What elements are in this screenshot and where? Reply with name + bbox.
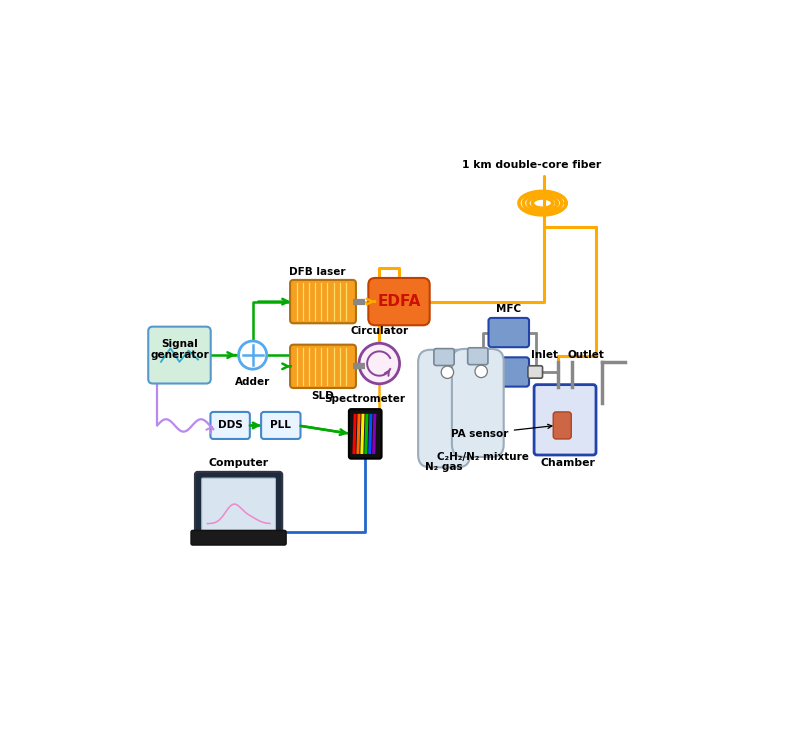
FancyBboxPatch shape	[210, 412, 250, 439]
FancyBboxPatch shape	[452, 349, 504, 457]
FancyBboxPatch shape	[368, 278, 430, 325]
Text: 1 km double-core fiber: 1 km double-core fiber	[462, 160, 601, 170]
FancyBboxPatch shape	[418, 349, 470, 467]
Circle shape	[239, 341, 267, 369]
FancyBboxPatch shape	[534, 385, 596, 455]
Text: Spectrometer: Spectrometer	[325, 394, 405, 404]
Text: N₂ gas: N₂ gas	[426, 463, 463, 472]
FancyBboxPatch shape	[349, 409, 381, 458]
Circle shape	[475, 366, 488, 378]
Text: Outlet: Outlet	[567, 350, 604, 360]
Text: C₂H₂/N₂ mixture: C₂H₂/N₂ mixture	[438, 452, 530, 462]
Text: Computer: Computer	[209, 458, 268, 469]
Circle shape	[359, 344, 400, 384]
FancyBboxPatch shape	[202, 478, 276, 531]
Text: Inlet: Inlet	[530, 350, 558, 360]
Text: PA sensor: PA sensor	[451, 424, 552, 439]
Text: EDFA: EDFA	[377, 294, 421, 309]
FancyBboxPatch shape	[528, 366, 542, 378]
Text: SLD: SLD	[312, 391, 334, 401]
FancyBboxPatch shape	[261, 412, 301, 439]
FancyBboxPatch shape	[488, 357, 529, 387]
FancyBboxPatch shape	[290, 280, 356, 323]
Text: Chamber: Chamber	[541, 458, 596, 469]
FancyBboxPatch shape	[191, 531, 286, 545]
Text: DFB laser: DFB laser	[289, 267, 346, 277]
FancyBboxPatch shape	[148, 327, 210, 384]
FancyBboxPatch shape	[195, 472, 282, 537]
Text: Adder: Adder	[235, 376, 270, 387]
Text: PLL: PLL	[270, 420, 291, 431]
Circle shape	[441, 366, 454, 379]
Text: Signal
generator: Signal generator	[150, 338, 209, 360]
FancyBboxPatch shape	[467, 348, 488, 365]
FancyBboxPatch shape	[434, 349, 454, 366]
FancyBboxPatch shape	[290, 345, 356, 388]
Text: MFC: MFC	[496, 305, 521, 314]
FancyBboxPatch shape	[488, 318, 529, 347]
FancyBboxPatch shape	[553, 412, 571, 439]
Text: DDS: DDS	[218, 420, 243, 431]
Text: Circulator: Circulator	[351, 326, 409, 336]
